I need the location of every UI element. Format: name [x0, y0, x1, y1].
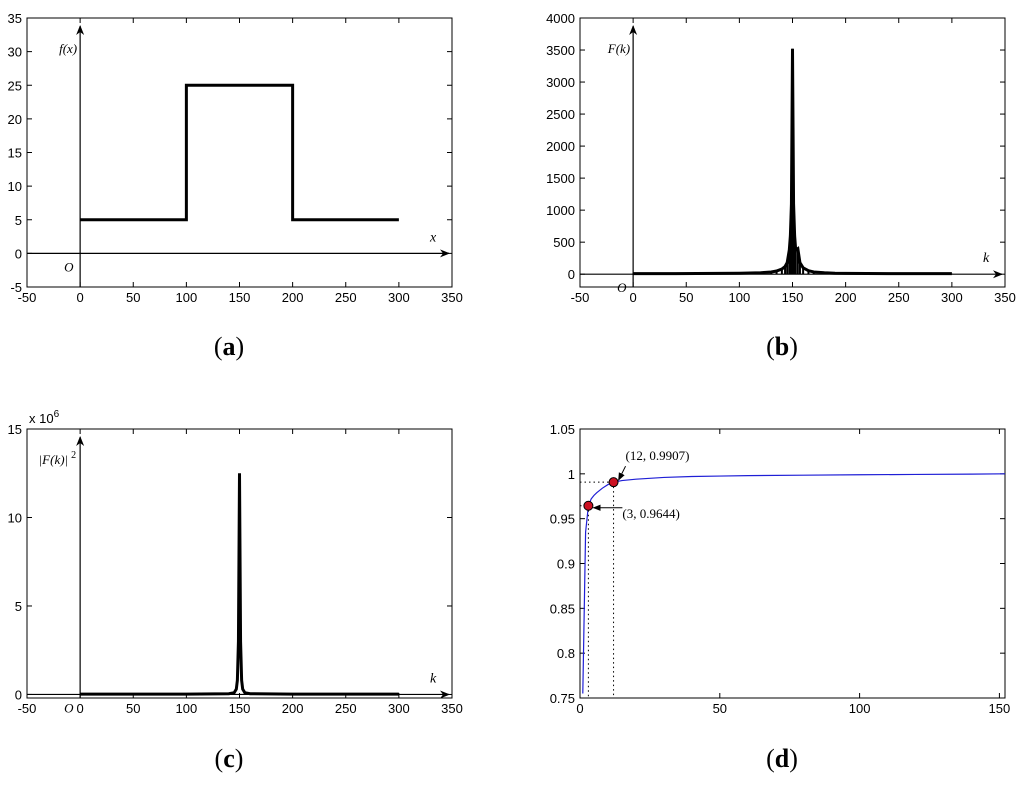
y-multiplier: x 106: [29, 409, 60, 426]
y-tick-label: -5: [10, 280, 22, 295]
x-tick-label: 0: [630, 290, 637, 305]
data-marker: [608, 477, 619, 488]
origin-label: O: [617, 280, 627, 295]
x-tick-label: 50: [713, 701, 727, 716]
y-axis-label: F(k): [607, 41, 630, 56]
panel-caption-letter: d: [775, 744, 790, 773]
y-tick-label: 0.75: [550, 691, 575, 706]
data-marker: [583, 500, 594, 511]
x-tick-label: 150: [229, 701, 251, 716]
y-tick-label: 1500: [546, 171, 575, 186]
annotation-label: (12, 0.9907): [626, 448, 690, 463]
panel-caption-letter: b: [775, 332, 789, 361]
y-tick-label: 0: [568, 267, 575, 282]
y-tick-label: 0.95: [550, 512, 575, 527]
panel-caption-close: ): [236, 332, 245, 361]
y-axis-label: f(x): [59, 41, 77, 56]
y-tick-label: 4000: [546, 11, 575, 26]
plot-frame: [579, 428, 1006, 699]
x-tick-label: 50: [126, 701, 140, 716]
y-tick-label: 15: [8, 422, 22, 437]
y-tick-label: 0.85: [550, 601, 575, 616]
panel-caption: (c): [215, 744, 244, 773]
plot-frame: [26, 17, 453, 288]
x-tick-label: -50: [571, 290, 590, 305]
y-tick-label: 15: [8, 146, 22, 161]
panel-caption: (b): [766, 332, 798, 361]
y-tick-label: 20: [8, 112, 22, 127]
y-multiplier-exponent: 6: [54, 409, 60, 420]
x-tick-label: 150: [989, 701, 1011, 716]
x-tick-label: 0: [77, 290, 84, 305]
chart-panel-a: -50 0 50 100 150 200 250 300 350-505101520253035…: [8, 11, 463, 305]
x-tick-label: 200: [282, 290, 304, 305]
y-tick-label: 500: [553, 235, 575, 250]
y-tick-label: 30: [8, 45, 22, 60]
x-tick-label: 350: [994, 290, 1016, 305]
y-tick-label: 10: [8, 510, 22, 525]
y-tick-label: 10: [8, 179, 22, 194]
x-tick-label: 100: [849, 701, 871, 716]
x-tick-label: 200: [835, 290, 857, 305]
x-tick-label: 100: [729, 290, 751, 305]
x-tick-label: -50: [18, 290, 37, 305]
x-tick-label: 250: [335, 701, 357, 716]
series-line: [80, 83, 399, 222]
panel-caption-close: ): [789, 744, 798, 773]
panel-caption-letter: a: [223, 332, 236, 361]
y-tick-label: 1: [568, 467, 575, 482]
annotation-arrow: [618, 465, 626, 481]
y-tick-label: 5: [15, 599, 22, 614]
y-tick-label: 3500: [546, 43, 575, 58]
origin-label: O: [64, 259, 74, 274]
x-tick-label: 350: [441, 701, 463, 716]
x-tick-label: 250: [335, 290, 357, 305]
x-tick-label: 50: [126, 290, 140, 305]
series-line: [80, 473, 399, 696]
x-axis-label: x: [429, 230, 437, 245]
x-tick-label: 100: [176, 701, 198, 716]
panel-caption-close: ): [235, 744, 244, 773]
y-tick-label: 35: [8, 11, 22, 26]
x-tick-label: 50: [679, 290, 693, 305]
x-tick-label: 300: [941, 290, 963, 305]
y-tick-label: 3000: [546, 75, 575, 90]
y-tick-label: 0: [15, 687, 22, 702]
x-tick-label: 350: [441, 290, 463, 305]
panel-caption-close: ): [789, 332, 798, 361]
y-tick-label: 5: [15, 213, 22, 228]
x-tick-label: 250: [888, 290, 910, 305]
x-tick-label: 150: [229, 290, 251, 305]
x-tick-label: -50: [18, 701, 37, 716]
panel-caption: (d): [766, 744, 798, 773]
annotation-label: (3, 0.9644): [622, 506, 679, 521]
x-tick-label: 150: [782, 290, 804, 305]
x-axis-label: k: [983, 251, 990, 266]
y-axis-label-exponent: 2: [71, 450, 76, 461]
y-tick-label: 0: [15, 246, 22, 261]
chart-panel-d: 0 50 100 150 0.75 0.8 0.85 0.9 0.95 1 1.05 (12, 0.9…: [550, 422, 1011, 716]
x-tick-label: 300: [388, 290, 410, 305]
x-tick-label: 0: [77, 701, 84, 716]
x-tick-label: 300: [388, 701, 410, 716]
y-tick-label: 0.8: [557, 646, 575, 661]
x-tick-label: 100: [176, 290, 198, 305]
y-tick-label: 1000: [546, 203, 575, 218]
x-tick-label: 200: [282, 701, 304, 716]
y-tick-label: 2500: [546, 107, 575, 122]
series-line: [582, 473, 1006, 694]
chart-panel-b: -50 0 50 100 150 200 250 300 3500500100015002000…: [546, 11, 1016, 305]
y-axis-label: |F(k)|: [39, 452, 69, 467]
x-tick-label: 0: [576, 701, 583, 716]
y-tick-label: 25: [8, 78, 22, 93]
y-tick-label: 1.05: [550, 422, 575, 437]
panel-caption: (a): [214, 332, 244, 361]
panel-caption-letter: c: [223, 744, 235, 773]
x-axis-label: k: [430, 671, 437, 686]
y-tick-label: 2000: [546, 139, 575, 154]
origin-label: O: [64, 700, 74, 715]
y-tick-label: 0.9: [557, 557, 575, 572]
